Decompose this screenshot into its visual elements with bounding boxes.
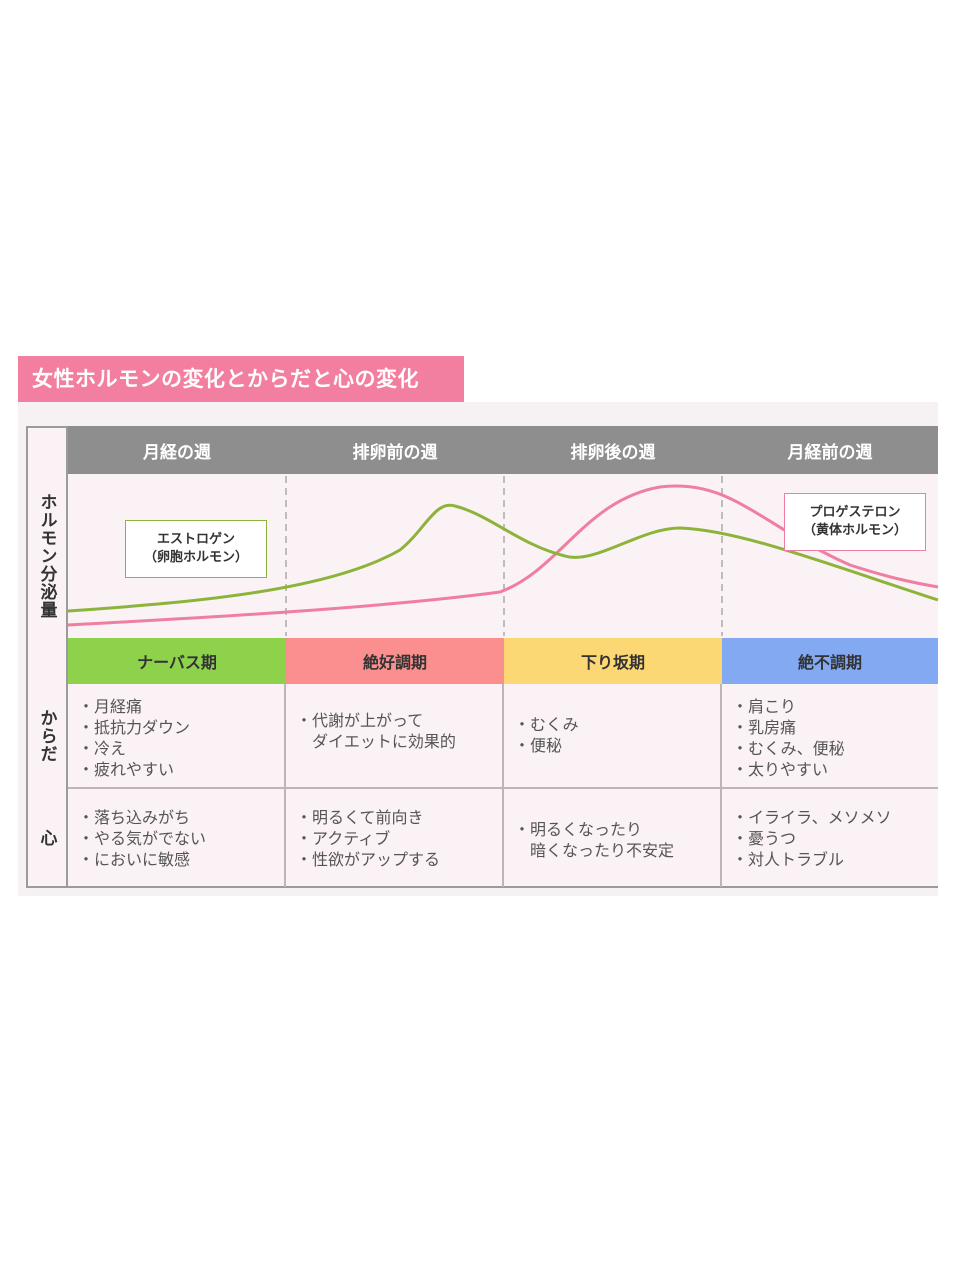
week-header-pre-ovulation: 排卵前の週 bbox=[286, 426, 504, 474]
progesterone-curve bbox=[67, 484, 939, 627]
estrogen-label-sub: （卵胞ホルモン） bbox=[143, 550, 248, 565]
mind-cell-post-ovulation: ・明るくなったり 暗くなったり不安定 bbox=[504, 789, 722, 887]
side-label-mind: 心 bbox=[36, 829, 57, 847]
list-item: ・むくみ、便秘 bbox=[732, 739, 845, 758]
list-item: ・対人トラブル bbox=[732, 850, 845, 869]
row-divider bbox=[68, 787, 938, 789]
list-item: ・アクティブ bbox=[296, 829, 391, 848]
page-title: 女性ホルモンの変化とからだと心の変化 bbox=[18, 356, 464, 402]
list-item: ・肩こり bbox=[732, 697, 797, 716]
side-label-column bbox=[26, 426, 68, 888]
list-item: ダイエットに効果的 bbox=[296, 732, 456, 751]
side-label-hormone: ホルモン分泌量 bbox=[36, 493, 57, 619]
list-item: ・イライラ、メソメソ bbox=[732, 808, 892, 827]
phase-nervous: ナーバス期 bbox=[68, 638, 286, 684]
phase-peak: 絶好調期 bbox=[286, 638, 504, 684]
list-item: ・乳房痛 bbox=[732, 718, 797, 737]
list-item: ・明るくなったり bbox=[514, 820, 643, 839]
list-item: ・性欲がアップする bbox=[296, 850, 441, 869]
phase-slump: 絶不調期 bbox=[722, 638, 938, 684]
list-item: ・明るくて前向き bbox=[296, 808, 424, 827]
list-item: ・落ち込みがち bbox=[78, 808, 191, 827]
list-item: ・便秘 bbox=[514, 736, 563, 755]
estrogen-label-name: エストロゲン bbox=[156, 532, 235, 547]
body-cell-menstrual: ・月経痛 ・抵抗力ダウン ・冷え ・疲れやすい bbox=[68, 684, 286, 788]
progesterone-label-name: プロゲステロン bbox=[809, 505, 901, 520]
list-item: ・むくみ bbox=[514, 715, 579, 734]
list-item: ・疲れやすい bbox=[78, 760, 175, 779]
mind-cell-menstrual: ・落ち込みがち ・やる気がでない ・においに敏感 bbox=[68, 789, 286, 887]
list-item: ・太りやすい bbox=[732, 760, 829, 779]
progesterone-label-sub: （黄体ホルモン） bbox=[802, 523, 907, 538]
list-item: ・月経痛 bbox=[78, 697, 143, 716]
week-header-menstrual: 月経の週 bbox=[68, 426, 286, 474]
week-header-post-ovulation: 排卵後の週 bbox=[504, 426, 722, 474]
list-item: 暗くなったり不安定 bbox=[514, 841, 675, 860]
list-item: ・憂うつ bbox=[732, 829, 797, 848]
estrogen-label: エストロゲン （卵胞ホルモン） bbox=[125, 520, 267, 578]
week-header-pre-menstrual: 月経前の週 bbox=[722, 426, 938, 474]
phase-decline: 下り坂期 bbox=[504, 638, 722, 684]
estrogen-curve bbox=[67, 503, 939, 613]
body-cell-pre-menstrual: ・肩こり ・乳房痛 ・むくみ、便秘 ・太りやすい bbox=[722, 684, 938, 788]
mind-cell-pre-ovulation: ・明るくて前向き ・アクティブ ・性欲がアップする bbox=[286, 789, 504, 887]
side-label-body: からだ bbox=[36, 709, 57, 763]
list-item: ・やる気がでない bbox=[78, 829, 207, 848]
list-item: ・冷え bbox=[78, 739, 127, 758]
mind-cell-pre-menstrual: ・イライラ、メソメソ ・憂うつ ・対人トラブル bbox=[722, 789, 938, 887]
progesterone-label: プロゲステロン （黄体ホルモン） bbox=[784, 493, 926, 551]
list-item: ・においに敏感 bbox=[78, 850, 191, 869]
body-cell-post-ovulation: ・むくみ ・便秘 bbox=[504, 684, 722, 788]
body-cell-pre-ovulation: ・代謝が上がって ダイエットに効果的 bbox=[286, 684, 504, 788]
list-item: ・代謝が上がって bbox=[296, 711, 424, 730]
list-item: ・抵抗力ダウン bbox=[78, 718, 191, 737]
